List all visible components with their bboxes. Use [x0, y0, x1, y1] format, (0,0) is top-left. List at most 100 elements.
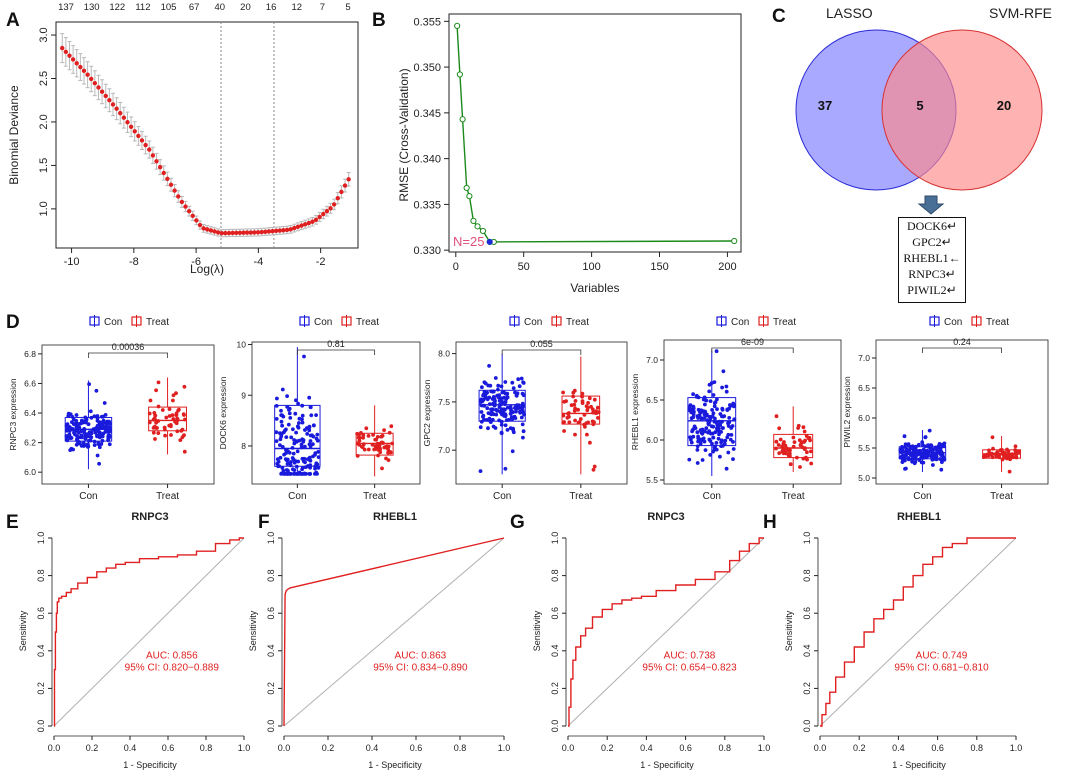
cv-point [96, 85, 101, 90]
data-point [280, 423, 284, 428]
data-point [156, 404, 161, 409]
roc-title: RHEBL1 [373, 511, 417, 523]
data-point [513, 416, 518, 420]
data-point [169, 433, 173, 437]
data-point [288, 463, 293, 468]
data-point [77, 425, 82, 430]
data-point [478, 469, 483, 473]
data-point [154, 420, 159, 425]
cv-point [230, 230, 235, 236]
diagonal-reference [283, 537, 505, 727]
data-point [92, 439, 97, 444]
data-point [590, 407, 595, 412]
y-tick-label: 1.0 [36, 532, 46, 545]
panel-a-x-ticks: -10 -8 -6 -4 -2 [64, 248, 326, 268]
y-tick-label: 6.8 [24, 349, 36, 359]
data-point [382, 428, 386, 432]
roc-rnpc3-3: RNPC3 0.0 0.2 0.4 0.6 0.8 1.0 0.0 0.2 0.4 0.6 0.8 1.… [532, 511, 770, 770]
data-point [85, 432, 90, 437]
x-tick-label: 0.2 [853, 743, 866, 753]
data-point [711, 424, 716, 429]
data-point [517, 384, 522, 389]
roc-title: RNPC3 [131, 511, 168, 523]
pvalue-bracket [711, 347, 794, 353]
legend-treat-label: Treat [773, 317, 796, 328]
data-point [802, 440, 806, 444]
data-point [99, 442, 104, 446]
data-point [906, 456, 911, 460]
data-point [280, 466, 285, 470]
x-tick-label: 0.4 [124, 743, 137, 753]
y-tick-label: 6.0 [646, 435, 658, 445]
data-point [521, 429, 526, 434]
cv-point [110, 102, 116, 107]
data-point [303, 428, 307, 432]
cv-point [103, 93, 108, 99]
x-tick-label: 1.0 [1010, 743, 1023, 753]
data-point [711, 411, 716, 416]
data-point [927, 428, 932, 433]
cv-point [208, 228, 214, 233]
data-point [695, 414, 700, 418]
data-point [576, 407, 580, 412]
data-point [313, 466, 317, 471]
data-point [492, 401, 497, 406]
cv-point [190, 213, 195, 218]
y-tick-label: 0.8 [550, 569, 560, 582]
y-tick-label: 0.355 [413, 16, 441, 28]
data-point [301, 472, 306, 476]
data-point [300, 413, 305, 418]
x-tick-label: 0.0 [278, 743, 291, 753]
legend-treat-label: Treat [146, 317, 169, 328]
data-point [103, 413, 108, 417]
data-point [720, 406, 725, 411]
panel-e: E [6, 512, 19, 533]
data-point [591, 467, 596, 472]
data-point [311, 442, 315, 446]
data-point [1005, 456, 1009, 461]
data-point [308, 439, 313, 443]
data-point [595, 405, 600, 410]
top-tick-label: 40 [215, 2, 226, 13]
legend-con-label: Con [524, 317, 542, 328]
data-point [695, 461, 700, 465]
panel-d-boxplots: Con Treat 6.0 6.2 6.4 6.6 6.8 RNPC3 expression C… [8, 315, 1049, 502]
data-point [1000, 457, 1005, 462]
data-point [93, 430, 98, 435]
data-point [929, 448, 934, 452]
data-point [305, 432, 310, 436]
data-point [97, 420, 102, 424]
data-point [297, 421, 301, 425]
data-point [689, 416, 694, 421]
data-point [920, 440, 925, 445]
data-point [509, 406, 513, 411]
data-point [100, 422, 105, 426]
cv-point [107, 98, 112, 103]
data-point [792, 440, 797, 444]
data-point [796, 426, 800, 430]
cv-point [99, 89, 105, 94]
data-point [496, 387, 500, 392]
diagonal-reference [567, 537, 765, 727]
cv-point [255, 230, 261, 235]
data-point [694, 395, 699, 399]
cv-point [179, 199, 185, 205]
gene-item: RNPC3↵ [908, 267, 956, 281]
venn-right-count: 20 [997, 98, 1011, 113]
pvalue-label: 0.24 [953, 337, 971, 347]
roc-curve [568, 537, 764, 727]
data-point [572, 388, 577, 393]
panel-h: H [763, 512, 777, 533]
boxplot-piwil2: Con Treat 5.0 5.5 6.0 6.5 7.0 PIWIL2 expression… [842, 315, 1049, 502]
panel-f-letter: F [258, 512, 270, 533]
data-point [592, 397, 597, 402]
data-point [562, 420, 566, 424]
data-point [564, 399, 568, 403]
data-point [921, 453, 926, 458]
data-point [163, 433, 168, 438]
data-point [291, 457, 296, 462]
data-point [718, 423, 723, 427]
cv-point [150, 153, 156, 158]
data-point [65, 426, 70, 431]
cv-point [277, 228, 282, 233]
